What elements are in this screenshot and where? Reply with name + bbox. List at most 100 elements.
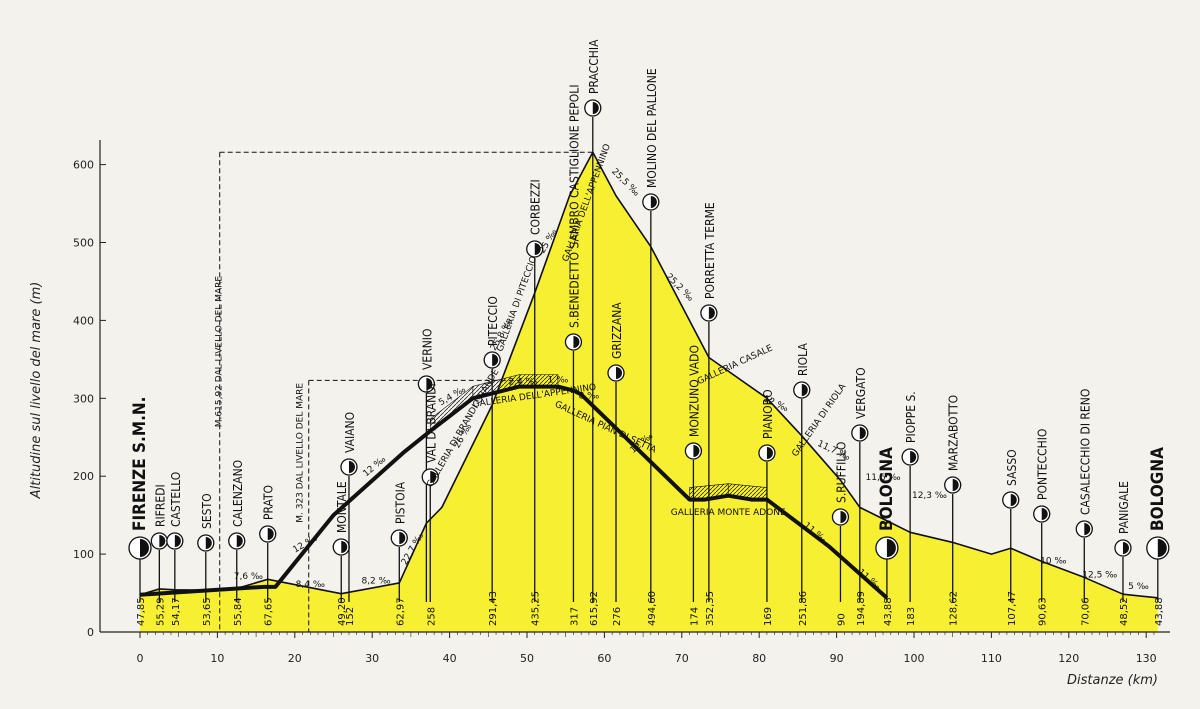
station-19: PIANORO 169 [758,389,776,626]
station-16: MOLINO DEL PALLONE 494,60 [642,68,660,626]
station-marker-half [886,539,896,557]
station-26: SASSO 107,47 [1002,449,1020,626]
x-tick-label: 30 [365,652,379,665]
station-altitude-label: 317 [569,607,580,626]
station-altitude-label: 435,25 [531,591,542,626]
tunnel-band-4 [727,483,768,500]
station-altitude-label: 194,89 [856,591,867,626]
station-name: FIRENZE S.M.N. [130,397,150,532]
station-marker-half [399,532,406,544]
station-altitude-label: 43,88 [1154,597,1165,626]
station-name: PITECCIO [486,296,500,346]
station-marker-half [140,539,149,557]
x-tick-label: 20 [288,652,302,665]
station-name: CASTELLO [169,472,183,527]
station-name: S.BENEDETTO SAMBRO CASTIGLIONE PEPOLI [567,84,581,328]
station-0: FIRENZE S.M.N. 47,85 [128,397,152,626]
station-name: PIANORO [761,389,775,439]
station-7: VAIANO 152 [340,412,358,626]
station-altitude-label: 55,29 [155,597,166,626]
station-marker-half [534,243,541,255]
station-2: CASTELLO 54,17 [166,472,184,626]
station-name: BOLOGNA [877,447,897,531]
station-name: VAIANO [343,412,357,453]
station-29: PANIGALE 48,52 [1114,481,1132,626]
station-marker-half [236,535,243,547]
station-name: MOLINO DEL PALLONE [645,68,659,188]
y-tick-label: 200 [73,470,94,483]
station-marker-half [348,461,355,473]
station-marker-half [801,384,808,396]
station-22: VERGATO 194,89 [851,367,869,626]
station-23: BOLOGNA 43,88 [875,447,899,626]
station-marker-half [616,367,623,379]
annotation-0: M.615,92 DAL LIVELLO DEL MARE [214,276,224,428]
x-tick-label: 80 [752,652,766,665]
station-18: PORRETTA TERME 352,35 [700,202,718,626]
station-name: PONTECCHIO [1036,429,1050,500]
annotation-24: 8 ‰ [579,391,600,401]
annotation-32: 10 ‰ [1040,556,1066,566]
station-8: PISTOIA 62,97 [390,481,408,626]
annotation-34: 5 ‰ [1128,582,1149,592]
station-marker-half [430,471,437,483]
x-axis-label: Distanze (km) [1067,673,1158,688]
station-altitude-label: 67,65 [264,597,275,626]
station-marker-half [693,445,700,457]
x-tick-label: 130 [1136,652,1157,665]
x-tick-label: 10 [210,652,224,665]
station-20: RIOLA 251,86 [793,343,811,626]
station-13: S.BENEDETTO SAMBRO CASTIGLIONE PEPOLI 317 [564,84,583,626]
station-marker-half [766,447,773,459]
lines-group [139,151,1158,600]
x-tick-label: 70 [675,652,689,665]
direttissima-line [139,384,889,600]
y-tick-label: 0 [87,626,94,639]
station-marker-half [341,541,348,553]
station-marker-half [205,537,212,549]
station-name: MONZUNO VADO [687,345,701,437]
x-tick-label: 60 [597,652,611,665]
station-altitude-label: 49,20 [337,597,348,626]
station-name: MARZABOTTO [947,395,961,471]
station-altitude-label: 183 [906,607,917,626]
station-14: PRACCHIA 615,92 [584,39,602,626]
station-marker-half [1010,494,1017,506]
annotation-33: 12,5 ‰ [1082,570,1117,580]
x-tick-label: 110 [981,652,1002,665]
station-name: PISTOIA [393,481,407,524]
x-tick-label: 0 [137,652,144,665]
annotation-1: M. 323 DAL LIVELLO DEL MARE [296,383,306,523]
station-marker-half [159,535,166,547]
station-marker-half [952,479,959,491]
station-marker-half [859,427,866,439]
station-altitude-label: 70,06 [1080,597,1091,626]
station-name: GRIZZANA [610,302,624,359]
station-12: CORBEZZI 435,25 [526,179,544,626]
station-name: PRATO [262,485,276,520]
station-altitude-label: 47,85 [136,597,147,626]
station-altitude-label: 251,86 [798,591,809,626]
station-name: VERNIO [420,329,434,370]
station-altitude-label: 615,92 [589,591,600,626]
annotation-29: 12,3 ‰ [912,491,947,501]
x-tick-label: 90 [830,652,844,665]
station-name: RIFREDI [153,484,167,527]
station-altitude-label: 90,63 [1038,597,1049,626]
station-name: SESTO [200,493,214,529]
station-marker-half [1122,542,1129,554]
station-altitude-label: 128,62 [949,591,960,626]
station-altitude-label: 53,65 [202,597,213,626]
porrettana-fill-area [140,152,1158,633]
station-marker-half [592,102,599,114]
station-altitude-label: 276 [612,607,623,626]
station-15: GRIZZANA 276 [607,302,625,626]
profile-area [140,152,1158,633]
station-28: CASALECCHIO DI RENO 70,06 [1075,389,1093,626]
x-tick-label: 50 [520,652,534,665]
annotation-23: 1 ‰ [548,376,569,386]
axes-group: 0 100 200 300 400 500 600 0 10 20 30 40 50 60 70 80 90 10… [73,140,1170,665]
y-tick-label: 400 [73,314,94,327]
station-altitude-label: 258 [426,607,437,626]
